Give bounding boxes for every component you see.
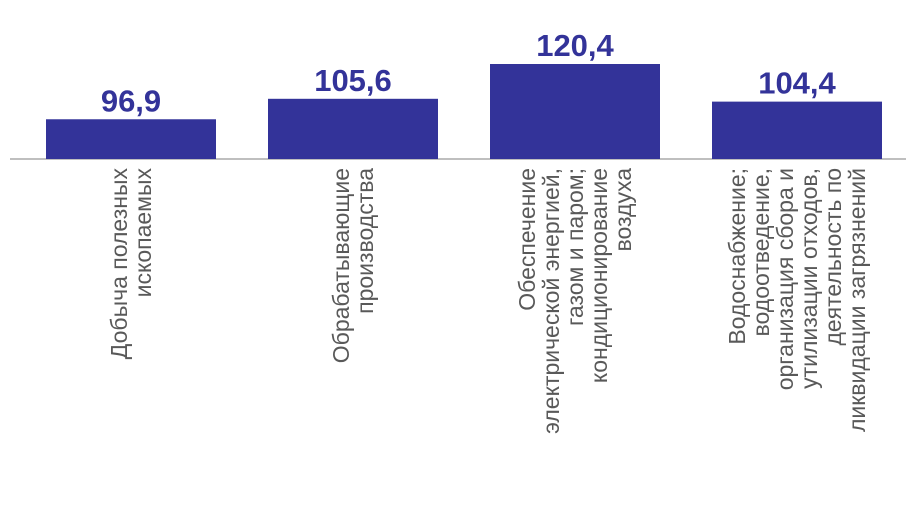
bar-4: [712, 101, 882, 159]
category-label-line: кондиционирование: [586, 168, 612, 383]
data-label-2: 105,6: [314, 63, 392, 98]
category-label-4: Водоснабжение;водоотведение,организация …: [724, 168, 870, 432]
bar-3: [490, 64, 660, 159]
category-label-line: утилизации отходов,: [796, 168, 822, 389]
category-label-line: ископаемых: [130, 168, 156, 298]
category-label-line: водоотведение,: [748, 168, 774, 336]
category-label-line: ликвидации загрязнений: [844, 168, 870, 432]
category-label-line: Добыча полезных: [106, 168, 132, 360]
data-label-3: 120,4: [536, 28, 614, 63]
category-label-line: деятельность по: [820, 168, 846, 346]
category-label-line: газом и паром;: [562, 168, 588, 326]
bar-1: [46, 119, 216, 159]
category-label-line: Водоснабжение;: [724, 168, 750, 345]
category-label-line: организация сбора и: [772, 168, 798, 390]
category-label-line: производства: [352, 168, 378, 314]
bar-2: [268, 98, 438, 159]
data-label-4: 104,4: [758, 66, 836, 101]
category-label-line: Обеспечение: [514, 168, 540, 311]
category-label-line: электрической энергией,: [538, 168, 564, 434]
data-labels-group: 96,9 105,6 120,4 104,4: [101, 28, 837, 118]
bars-group: [46, 64, 882, 159]
category-label-line: воздуха: [610, 168, 636, 252]
category-label-line: Обрабатывающие: [328, 168, 354, 363]
data-label-1: 96,9: [101, 83, 161, 118]
